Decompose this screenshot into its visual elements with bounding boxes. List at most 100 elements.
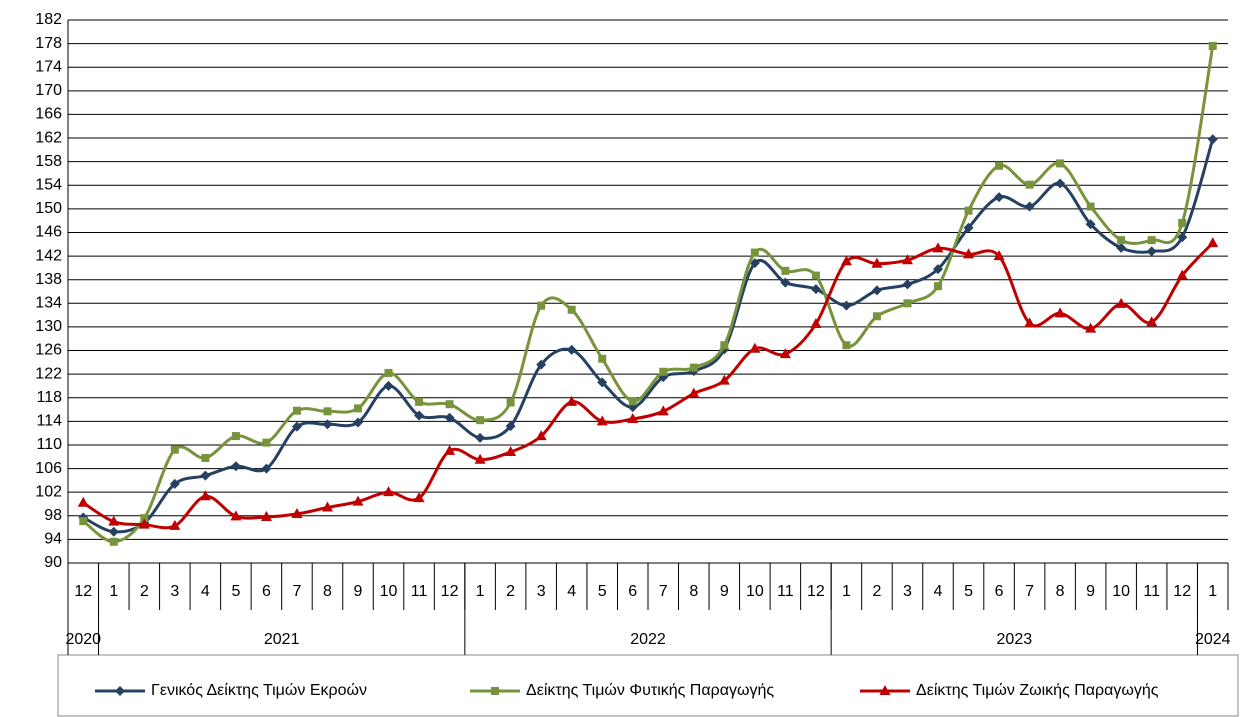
y-tick-label: 146 xyxy=(35,224,62,241)
point xyxy=(872,312,881,321)
point xyxy=(230,510,242,521)
point xyxy=(627,412,639,423)
x-tick-label: 12 xyxy=(74,583,92,600)
y-tick-label: 178 xyxy=(35,35,62,52)
point xyxy=(871,257,883,268)
point xyxy=(353,417,363,428)
point xyxy=(993,250,1005,261)
point xyxy=(720,341,729,350)
point xyxy=(1207,134,1218,145)
legend-label: Γενικός Δείκτης Τιμών Εκροών xyxy=(151,682,367,699)
point xyxy=(932,242,944,253)
point xyxy=(1117,236,1126,245)
x-tick-label: 4 xyxy=(934,583,943,600)
x-tick-label: 2 xyxy=(506,583,515,600)
point xyxy=(261,463,272,474)
point xyxy=(567,305,576,314)
point xyxy=(322,419,333,430)
y-tick-label: 150 xyxy=(35,200,62,217)
y-tick-label: 166 xyxy=(35,106,62,123)
point xyxy=(1208,41,1217,50)
x-tick-label: 1 xyxy=(1208,583,1217,600)
point xyxy=(537,301,546,310)
x-tick-label: 4 xyxy=(201,583,210,600)
year-label: 2022 xyxy=(630,631,666,648)
point xyxy=(384,368,393,377)
point xyxy=(718,374,730,385)
x-tick-label: 8 xyxy=(689,583,698,600)
y-tick-label: 182 xyxy=(35,11,62,28)
x-tick-label: 5 xyxy=(231,583,240,600)
point xyxy=(810,284,821,295)
point xyxy=(902,279,913,290)
point xyxy=(323,407,332,416)
point xyxy=(995,161,1004,170)
point xyxy=(413,492,425,503)
point xyxy=(566,395,578,406)
point xyxy=(871,285,882,296)
point xyxy=(597,377,608,388)
point xyxy=(140,514,149,523)
y-tick-label: 90 xyxy=(44,554,62,571)
point xyxy=(445,400,454,409)
point xyxy=(1147,236,1156,245)
point xyxy=(475,432,486,443)
point xyxy=(292,406,301,415)
x-tick-label: 3 xyxy=(903,583,912,600)
point xyxy=(383,486,395,497)
x-tick-label: 12 xyxy=(441,583,459,600)
point xyxy=(1177,232,1188,243)
point xyxy=(383,380,394,391)
point xyxy=(1146,316,1158,327)
y-tick-label: 158 xyxy=(35,153,62,170)
point xyxy=(262,438,271,447)
x-tick-label: 11 xyxy=(411,583,428,600)
year-label: 2020 xyxy=(65,631,101,648)
point xyxy=(1054,307,1066,318)
point xyxy=(749,342,761,353)
point xyxy=(505,446,517,457)
point xyxy=(688,387,700,398)
point xyxy=(780,277,791,288)
y-tick-label: 102 xyxy=(35,483,62,500)
y-tick-label: 98 xyxy=(44,507,62,524)
y-tick-label: 154 xyxy=(35,176,62,193)
x-tick-label: 5 xyxy=(598,583,607,600)
legend-marker xyxy=(491,687,499,695)
y-tick-label: 122 xyxy=(35,365,62,382)
point xyxy=(536,359,547,370)
point xyxy=(476,416,485,425)
point xyxy=(170,445,179,454)
point xyxy=(199,490,211,501)
y-tick-label: 110 xyxy=(36,436,62,453)
x-tick-label: 1 xyxy=(109,583,118,600)
x-tick-label: 3 xyxy=(170,583,179,600)
point xyxy=(169,478,180,489)
point xyxy=(1056,159,1065,168)
x-tick-label: 10 xyxy=(380,583,398,600)
x-tick-label: 8 xyxy=(323,583,332,600)
point xyxy=(659,367,668,376)
point xyxy=(842,341,851,350)
point xyxy=(474,453,486,464)
point xyxy=(1178,219,1187,228)
x-tick-label: 8 xyxy=(1056,583,1065,600)
y-tick-label: 142 xyxy=(35,247,62,264)
x-tick-label: 10 xyxy=(746,583,764,600)
x-tick-label: 4 xyxy=(567,583,576,600)
point xyxy=(934,282,942,291)
legend-marker xyxy=(115,686,125,696)
point xyxy=(1024,317,1036,328)
point xyxy=(109,537,118,546)
y-tick-label: 134 xyxy=(35,295,62,312)
point xyxy=(260,510,272,521)
point xyxy=(354,404,362,413)
point xyxy=(689,363,698,372)
point xyxy=(77,496,89,507)
point xyxy=(749,258,760,269)
legend-box xyxy=(57,654,1239,717)
point xyxy=(779,348,791,359)
x-tick-label: 9 xyxy=(720,583,729,600)
x-tick-label: 9 xyxy=(1086,583,1095,600)
point xyxy=(535,430,547,441)
